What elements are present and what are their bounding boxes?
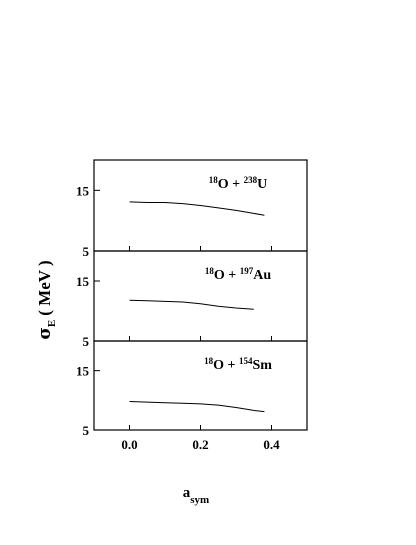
panel-label: 18O + 238U <box>209 175 268 192</box>
panel-label: 18O + 197Au <box>205 266 271 283</box>
panel-label: 18O + 154Sm <box>204 356 272 373</box>
panel-label-text: Sm <box>252 358 272 373</box>
panel-label-mass-number: 18 <box>204 356 214 366</box>
y-axis-label-sub: E <box>46 320 58 327</box>
series-line <box>129 401 265 413</box>
y-tick-label: 5 <box>83 423 90 438</box>
panel-frame <box>93 340 308 431</box>
panel-label-mass-number: 154 <box>239 356 253 366</box>
panel-1: 5 15 18O + 238U <box>76 159 308 259</box>
panel-label-mass-number: 18 <box>209 175 219 185</box>
panel-label-text: O + <box>213 358 239 373</box>
y-tick-label: 5 <box>83 334 90 349</box>
x-tick-label: 0.0 <box>121 437 137 452</box>
panel-frame <box>93 250 308 342</box>
x-axis-label: asym <box>183 485 209 506</box>
x-tick-label: 0.2 <box>192 437 208 452</box>
panel-label-text: U <box>257 177 267 192</box>
panel-label-text: O + <box>214 268 240 283</box>
x-axis: 0.0 0.2 0.4 <box>121 437 280 452</box>
y-tick-label: 15 <box>76 364 90 379</box>
x-tick-label: 0.4 <box>263 437 280 452</box>
series-line <box>129 299 254 310</box>
y-axis-label-rest: ( MeV ) <box>35 260 54 315</box>
panel-3: 5 15 18O + 154Sm <box>76 340 308 438</box>
x-axis-label-main: a <box>183 485 191 501</box>
panel-label-mass-number: 197 <box>240 266 254 276</box>
panel-label-text: O + <box>218 177 244 192</box>
y-tick-label: 15 <box>76 274 90 289</box>
panel-label-text: Au <box>253 268 271 283</box>
y-axis-label: σE ( MeV ) <box>35 260 58 339</box>
panel-2: 5 15 18O + 197Au <box>76 250 308 349</box>
panel-label-mass-number: 18 <box>205 266 215 276</box>
y-tick-label: 15 <box>76 183 90 198</box>
y-axis-label-sigma: σ <box>35 327 55 340</box>
y-tick-label: 5 <box>83 244 90 259</box>
series-line <box>129 201 265 216</box>
panel-label-mass-number: 238 <box>244 175 258 185</box>
x-axis-label-sub: sym <box>190 494 209 506</box>
